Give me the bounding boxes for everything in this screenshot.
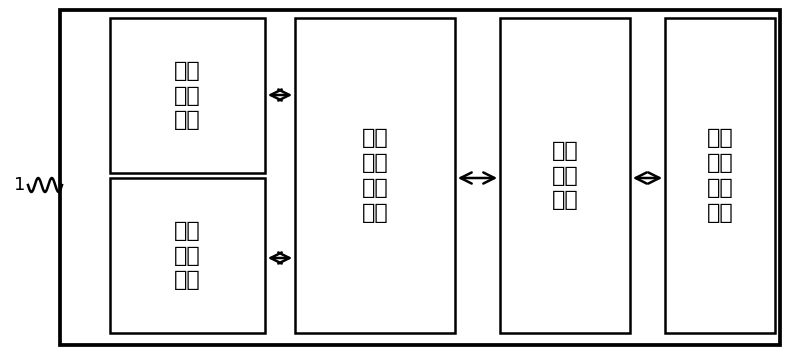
Bar — [500, 18, 630, 333]
Text: 数字
基带
处理
模块: 数字 基带 处理 模块 — [362, 128, 388, 223]
Bar — [110, 18, 265, 173]
Text: 天线
及其
匹配
电路: 天线 及其 匹配 电路 — [706, 128, 734, 223]
Bar — [665, 18, 775, 333]
Text: 不挥
发存
贮器: 不挥 发存 贮器 — [174, 61, 201, 130]
Text: 射频
前端
模块: 射频 前端 模块 — [552, 141, 578, 210]
Bar — [110, 178, 265, 333]
Bar — [295, 18, 455, 333]
Text: 1: 1 — [14, 176, 26, 194]
Text: 暂态
存贮
电路: 暂态 存贮 电路 — [174, 221, 201, 290]
